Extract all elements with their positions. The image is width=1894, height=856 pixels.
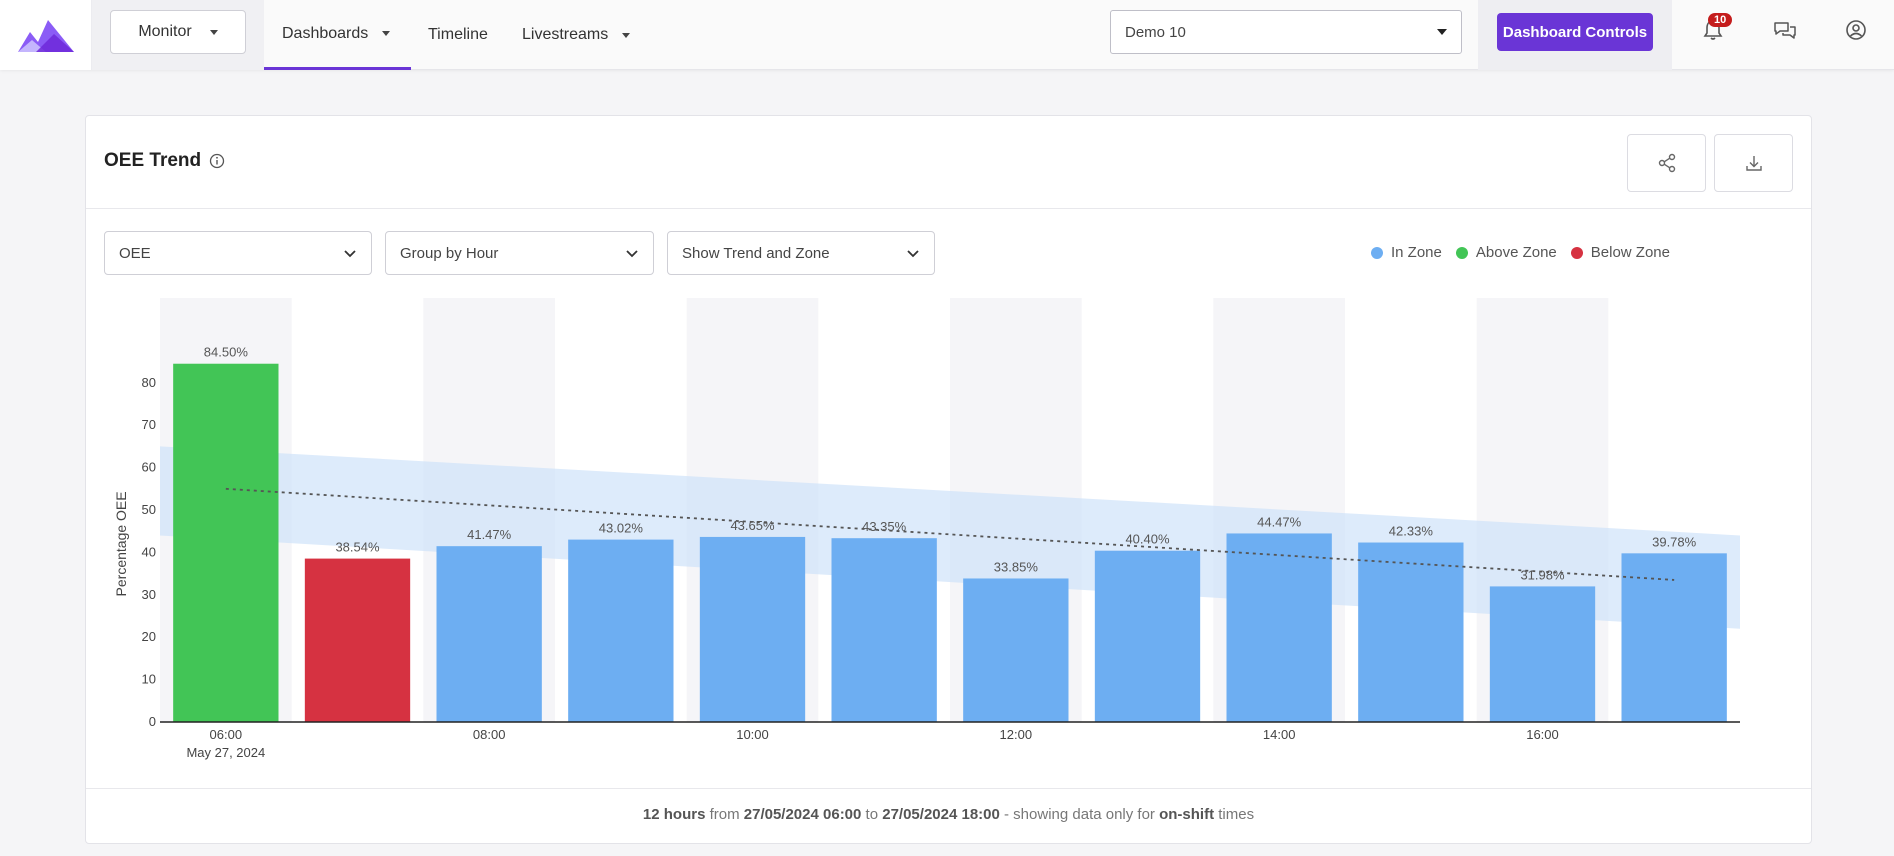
chevron-down-icon [344, 249, 356, 257]
legend-dot-below-zone [1570, 246, 1583, 259]
chevron-down-icon [622, 32, 631, 38]
tab-dashboards[interactable]: Dashboards [264, 0, 411, 70]
site-select-value: Demo 10 [1125, 23, 1186, 41]
download-icon [1745, 156, 1762, 171]
site-select[interactable]: Demo 10 [1110, 10, 1462, 54]
legend-dot-in-zone [1371, 246, 1383, 259]
chat-icon [1774, 22, 1796, 39]
monitor-label: Monitor [138, 23, 192, 40]
footer-tail: times [1218, 806, 1255, 823]
download-button[interactable] [1714, 134, 1793, 192]
dashboard-controls-button[interactable]: Dashboard Controls [1497, 13, 1653, 51]
footer-to-word: to [865, 806, 879, 823]
chart-legend: In Zone Above Zone Below Zone [1371, 244, 1670, 261]
chevron-down-icon [1437, 29, 1447, 35]
chevron-down-icon [907, 249, 919, 257]
grouping-dropdown-value: Group by Hour [400, 244, 499, 262]
user-circle-icon [1846, 20, 1866, 40]
app-logo[interactable] [0, 0, 92, 70]
chevron-down-icon [382, 31, 391, 36]
card-header-divider [86, 208, 1811, 209]
messages-button[interactable] [1772, 17, 1798, 43]
footer-end: 27/05/2024 18:00 [882, 806, 1000, 823]
chevron-down-icon [626, 249, 638, 257]
tab-timeline-label: Timeline [428, 26, 488, 43]
card-footer-divider [86, 788, 1811, 789]
info-icon[interactable] [209, 153, 225, 169]
logo-icon [17, 20, 74, 52]
oee-trend-card [85, 115, 1812, 844]
share-button[interactable] [1627, 134, 1706, 192]
legend-dot-above-zone [1455, 246, 1468, 259]
metric-dropdown-value: OEE [119, 244, 151, 262]
chevron-down-icon [209, 29, 218, 35]
tab-livestreams[interactable]: Livestreams [522, 0, 631, 70]
legend-label-in-zone: In Zone [1391, 244, 1442, 261]
footer-duration: 12 hours [642, 806, 706, 823]
grouping-dropdown[interactable]: Group by Hour [385, 231, 654, 275]
top-navigation-bar: Monitor Dashboards Timeline Livestreams … [0, 0, 1894, 70]
card-title: OEE Trend [104, 150, 225, 172]
tab-livestreams-label: Livestreams [522, 26, 609, 43]
footer-middle: - showing data only for [1004, 806, 1155, 823]
notification-count-badge: 10 [1708, 13, 1733, 27]
user-account-button[interactable] [1843, 17, 1869, 43]
tab-timeline[interactable]: Timeline [428, 0, 488, 70]
tab-dashboards-label: Dashboards [282, 24, 369, 42]
footer-from-word: from [709, 806, 740, 823]
footer-start: 27/05/2024 06:00 [743, 806, 862, 823]
display-dropdown[interactable]: Show Trend and Zone [667, 231, 935, 275]
card-title-text: OEE Trend [104, 150, 202, 171]
time-range-summary: 12 hours from 27/05/2024 06:00 to 27/05/… [86, 806, 1811, 823]
monitor-dropdown[interactable]: Monitor [110, 10, 246, 54]
metric-dropdown[interactable]: OEE [104, 231, 372, 275]
display-dropdown-value: Show Trend and Zone [682, 244, 830, 262]
legend-label-above-zone: Above Zone [1475, 244, 1557, 261]
legend-label-below-zone: Below Zone [1590, 244, 1670, 261]
footer-shift: on-shift [1159, 806, 1215, 823]
share-icon [1658, 153, 1675, 173]
